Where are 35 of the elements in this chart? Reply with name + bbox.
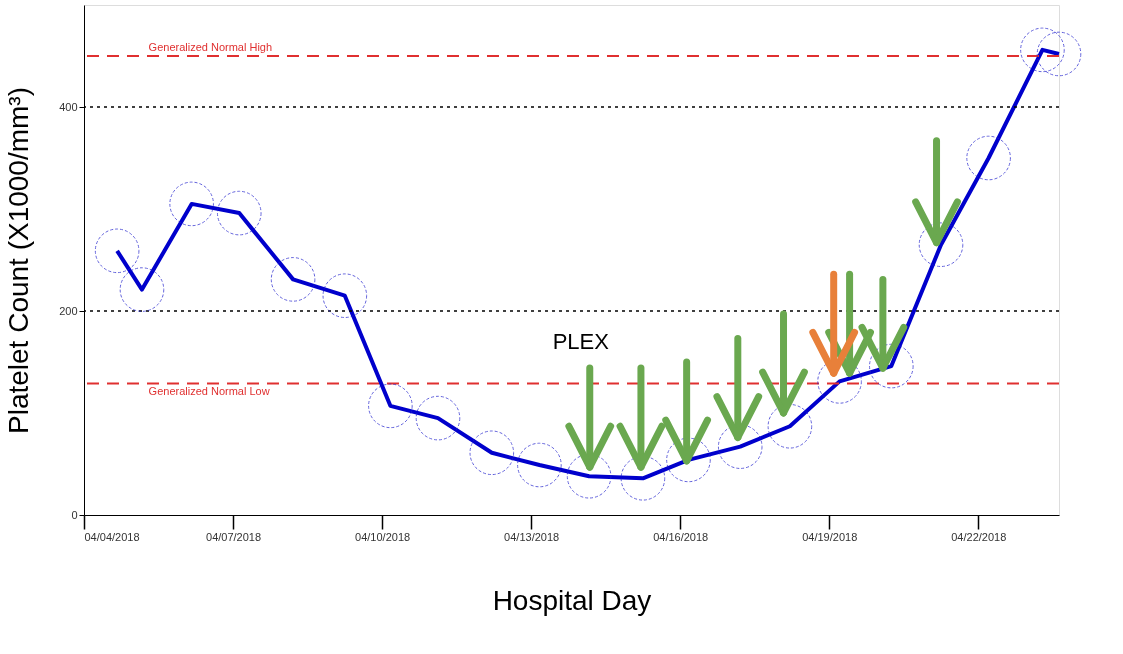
point xyxy=(1020,27,1065,73)
point xyxy=(620,456,666,501)
point xyxy=(666,437,711,483)
point xyxy=(966,135,1011,181)
point xyxy=(767,404,813,449)
point xyxy=(119,267,165,312)
ref-line-label: Generalized Normal Low xyxy=(148,385,270,398)
point xyxy=(322,273,368,318)
point xyxy=(869,343,914,389)
x-tick-label: 04/13/2018 xyxy=(504,530,560,543)
annotation: PLEX xyxy=(552,328,610,354)
point xyxy=(517,442,562,488)
point xyxy=(270,257,316,302)
point xyxy=(717,424,763,469)
point xyxy=(415,395,461,441)
point xyxy=(368,383,413,429)
point xyxy=(1036,31,1082,77)
x-tick-label: 04/19/2018 xyxy=(802,530,858,543)
y-tick-label: 400 xyxy=(59,100,78,113)
x-tick-label: 04/04/2018 xyxy=(84,530,140,543)
point xyxy=(169,181,214,227)
x-tick-label: 04/22/2018 xyxy=(951,530,1007,543)
point xyxy=(469,430,515,476)
x-tick-label: 04/10/2018 xyxy=(355,530,411,543)
y-tick-label: 200 xyxy=(59,304,78,317)
x-tick-label: 04/16/2018 xyxy=(653,530,709,543)
point xyxy=(918,222,964,267)
ref-line-label: Generalized Normal High xyxy=(148,41,273,53)
point xyxy=(94,228,140,274)
point xyxy=(566,453,612,499)
y-axis-title: Platelet Count (X1000/mm³) xyxy=(3,86,35,435)
x-tick-label: 04/07/2018 xyxy=(206,530,262,543)
point xyxy=(216,190,262,236)
x-axis-title: Hospital Day xyxy=(492,584,652,616)
y-tick-label: 0 xyxy=(71,508,78,521)
